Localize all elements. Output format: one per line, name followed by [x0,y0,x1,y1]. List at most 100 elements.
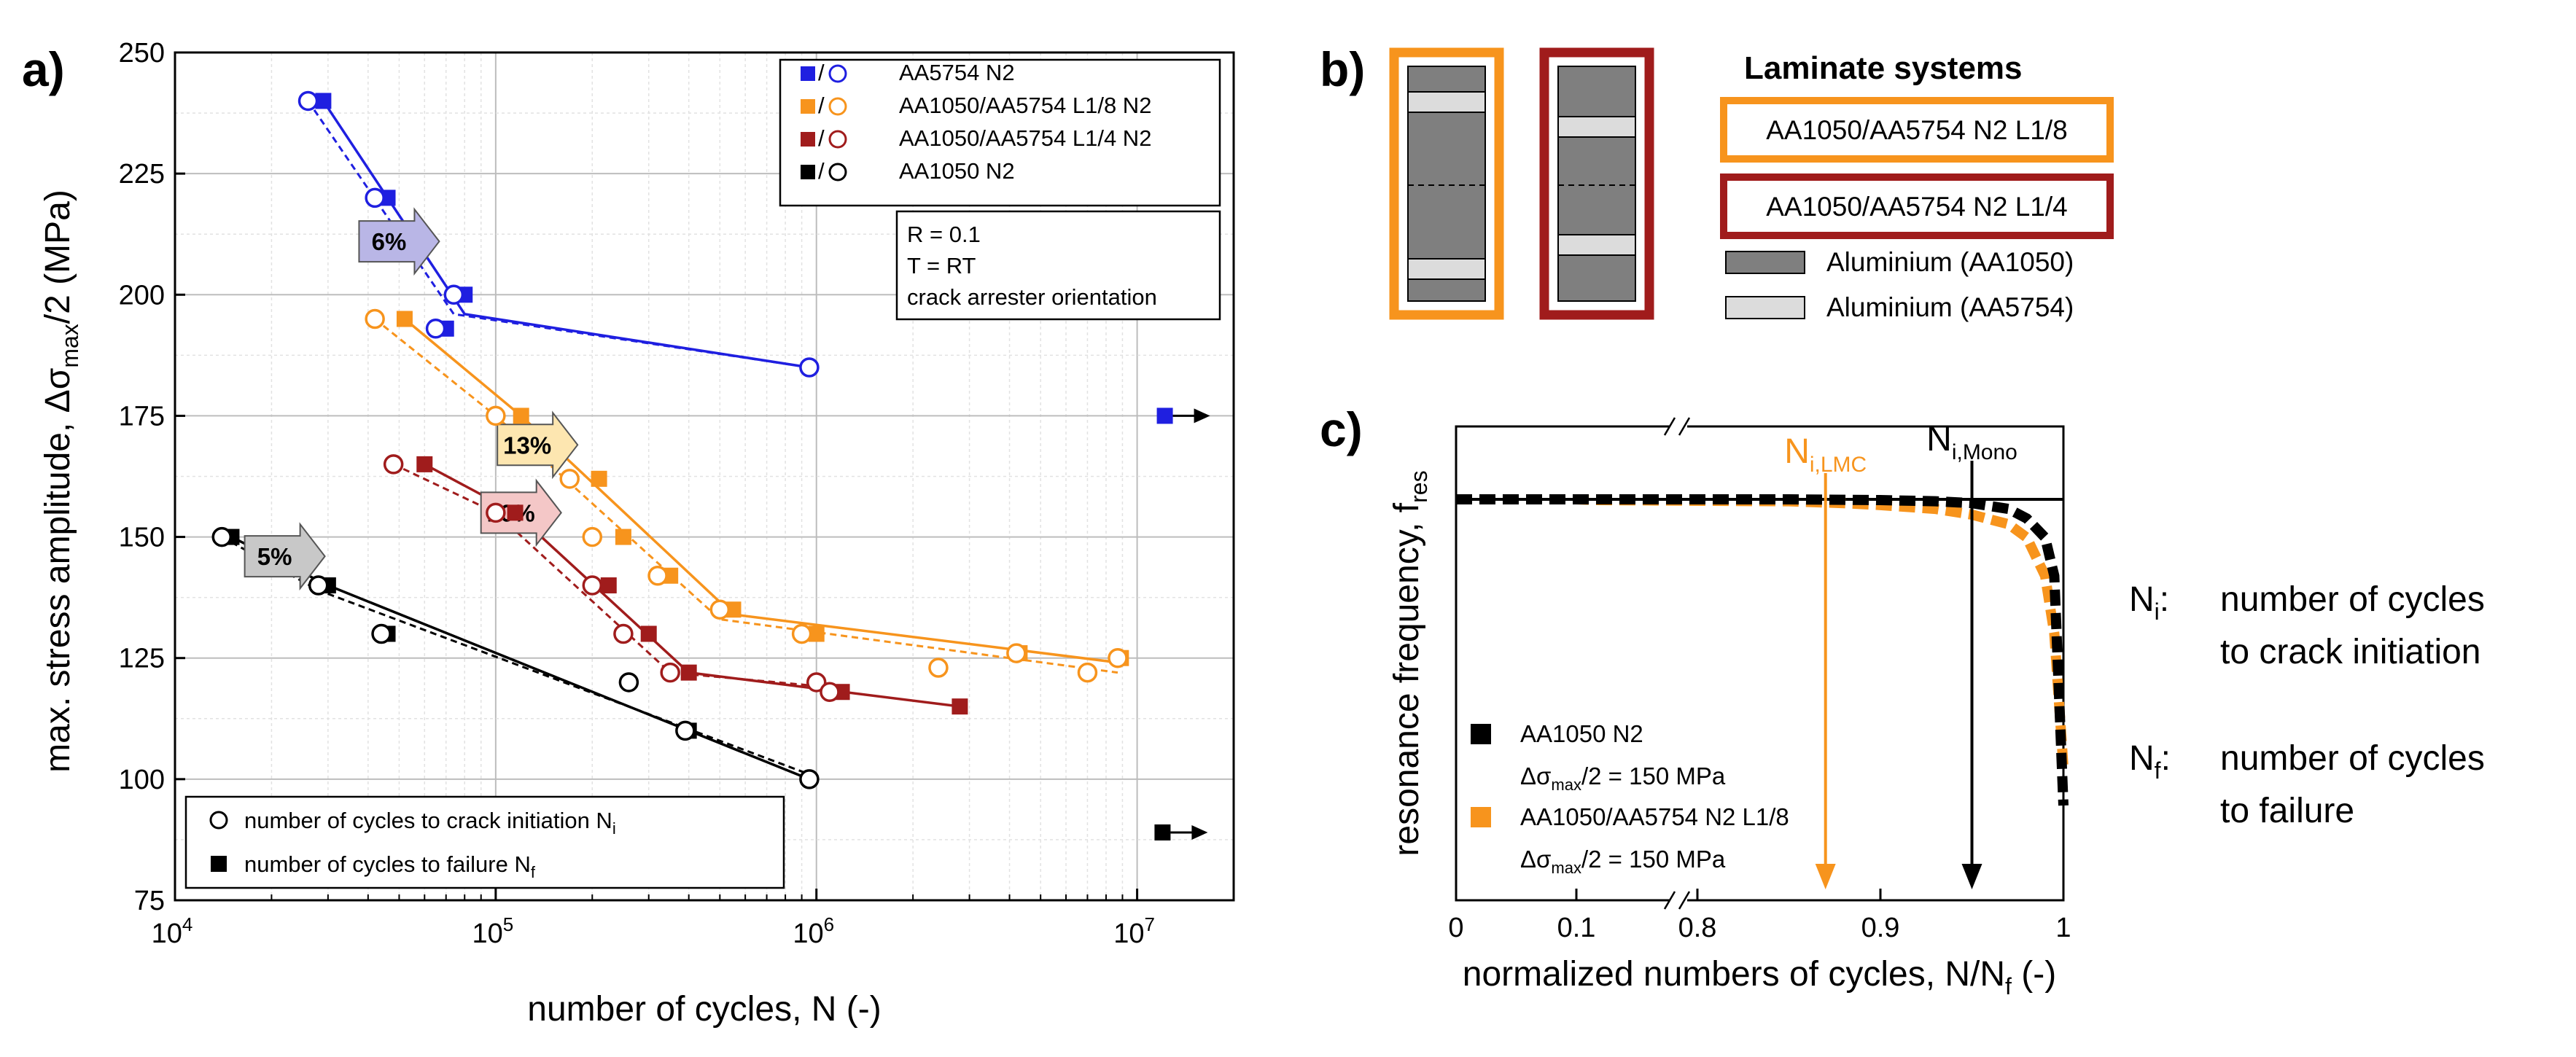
data-point-failure-aa1050-aa5754-l1-4-n2 [640,625,657,642]
laminate-sample-l14-border [1539,47,1654,320]
data-point-initiation-aa1050-aa5754-l1-8-n2 [365,308,385,329]
panel-a-data-points [211,90,1129,789]
x-tick-label: 105 [472,913,513,949]
laminate-sample-l14-bottom-layer [1557,234,1636,256]
panel-a-frame [174,51,1235,902]
laminate-sample-l18-border [1389,47,1504,320]
material-aa1050-label: Aluminium (AA1050) [1826,247,2074,277]
data-point-initiation-aa1050-n2 [211,526,233,547]
laminate-sample-l14-top-layer [1557,116,1636,138]
marker-legend-initiation: number of cycles to crack initiation Ni [244,808,616,838]
panel-c-axis-break [1663,417,1691,910]
runout-arrow-icon [1191,824,1208,840]
laminate-sample-l14-core [1557,66,1636,302]
data-point-initiation-aa1050-aa5754-l1-8-n2 [1077,662,1098,683]
legend-label: AA1050/AA5754 L1/4 N2 [899,125,1151,151]
panel-a-y-axis-label: max. stress amplitude, Δσmax/2 (MPa) [39,190,83,773]
data-point-initiation-aa1050-aa5754-l1-8-n2 [791,623,812,644]
data-point-failure-aa1050-aa5754-l1-8-n2 [513,407,529,424]
panel-a-legend: / AA5754 N2 / AA1050/AA5754 L1/8 N2 / AA1050/… [779,58,1221,207]
data-point-initiation-aa1050-aa5754-l1-4-n2 [806,672,827,693]
panel-c-frame [1455,425,2065,902]
data-point-initiation-aa1050-aa5754-l1-8-n2 [647,565,668,586]
data-point-failure-aa5754-n2 [315,93,332,109]
legend-slash: / [818,93,825,118]
x-tick-label: 0 [1448,913,1463,943]
data-point-initiation-aa5754-n2 [297,90,319,112]
data-point-failure-aa1050-aa5754-l1-4-n2 [680,664,697,681]
annotation-label: 5% [257,543,292,570]
data-point-initiation-aa1050-n2 [799,769,820,789]
laminate-sample-l18 [1389,47,1504,320]
panel-a-x-axis-label: number of cycles, N (-) [527,990,881,1029]
y-tick-label: 100 [119,765,165,795]
annotation-arrow-icon [497,410,579,480]
legend-circle-icon [828,130,847,149]
marker-arrow-icon [1961,864,1982,889]
data-point-failure-aa1050-aa5754-l1-8-n2 [591,470,607,487]
legend-label: AA5754 N2 [899,60,1015,85]
x-tick-label: 106 [793,913,834,949]
data-point-initiation-aa5754-n2 [365,187,385,208]
panel-c-x-axis-label: normalized numbers of cycles, N/Nf (-) [1463,955,2056,999]
material-aa5754-swatch [1725,296,1805,319]
data-point-initiation-aa1050-aa5754-l1-8-n2 [559,469,580,489]
axis-break-mark [1678,891,1691,910]
panel-c-series [1456,494,2069,806]
fit-line-initiation-aa1050-aa5754-l1-8-n2 [374,318,1118,674]
panel-a-conditions: R = 0.1 T = RT crack arrester orientatio… [895,210,1221,321]
panel-a-marker-legend: number of cycles to crack initiation Ni … [184,795,785,889]
data-point-initiation-aa1050-aa5754-l1-4-n2 [582,575,603,596]
legend-slash: / [818,125,825,151]
data-point-initiation-aa1050-aa5754-l1-4-n2 [486,502,506,523]
data-point-initiation-aa5754-n2 [443,284,464,305]
panel-a-legend-frame [779,58,1221,207]
data-point-initiation-aa1050-n2 [308,575,329,596]
panel-a-conditions-frame [895,210,1221,321]
runout-arrow-icon [1194,408,1210,424]
y-tick-label: 125 [119,644,165,674]
definition-nf-line2: to failure [2220,792,2354,830]
data-point-failure-aa1050-aa5754-l1-8-n2 [808,625,825,642]
data-point-failure-aa1050-aa5754-l1-8-n2 [396,311,413,327]
legend-l18-stress: Δσmax/2 = 150 MPa [1520,846,1726,877]
axis-break-mark [1678,417,1691,436]
definition-nf-symbol: Nf: [2129,739,2171,784]
legend-square-icon [801,66,815,81]
panel-c-legend: AA1050 N2 Δσmax/2 = 150 MPa AA1050/AA575… [1471,720,1789,877]
annotation-arrow-icon [244,522,326,591]
y-tick-label: 225 [119,159,165,190]
x-tick-label: 104 [152,913,193,949]
definition-ni-symbol: Ni: [2129,580,2169,625]
panel-a-label: a) [22,42,65,96]
runout-point-aa5754-n2 [1156,407,1173,424]
y-tick-label: 175 [119,401,165,432]
legend-label: AA1050/AA5754 L1/8 N2 [899,93,1151,118]
legend-aa1050-stress: Δσmax/2 = 150 MPa [1520,762,1726,794]
data-point-failure-aa1050-aa5754-l1-4-n2 [952,698,968,715]
data-point-initiation-aa1050-aa5754-l1-8-n2 [928,658,949,678]
axis-break-mark [1663,417,1676,436]
y-tick-label: 200 [119,280,165,311]
panel-a-annotations: 6%13%10%5% [244,207,579,591]
data-point-initiation-aa1050-aa5754-l1-8-n2 [582,526,603,547]
marker-label: Ni,LMC [1784,432,1867,477]
legend-square-icon [801,99,815,114]
annotation-label: 13% [503,432,551,459]
legend-circle-icon [828,97,847,116]
panel-c-x-ticks: 0 0.1 0.8 0.9 1 [1448,889,2071,943]
data-point-initiation-aa1050-aa5754-l1-8-n2 [1108,647,1128,668]
fit-line-initiation-aa1050-aa5754-l1-4-n2 [393,463,830,689]
curve-aa1050-n2 [1456,494,2069,806]
laminate-sample-l14 [1539,47,1654,320]
condition-orientation: crack arrester orientation [907,284,1157,310]
x-tick-label: 0.8 [1678,913,1717,943]
fit-line-failure-aa5754-n2 [322,100,810,369]
legend-slash: / [818,60,825,85]
condition-r: R = 0.1 [907,222,981,247]
laminate-system-l14-box [1720,173,2114,239]
laminate-sample-l18-top-layer [1407,91,1486,113]
legend-circle-icon [828,163,847,182]
laminate-system-l18-box [1720,97,2114,163]
